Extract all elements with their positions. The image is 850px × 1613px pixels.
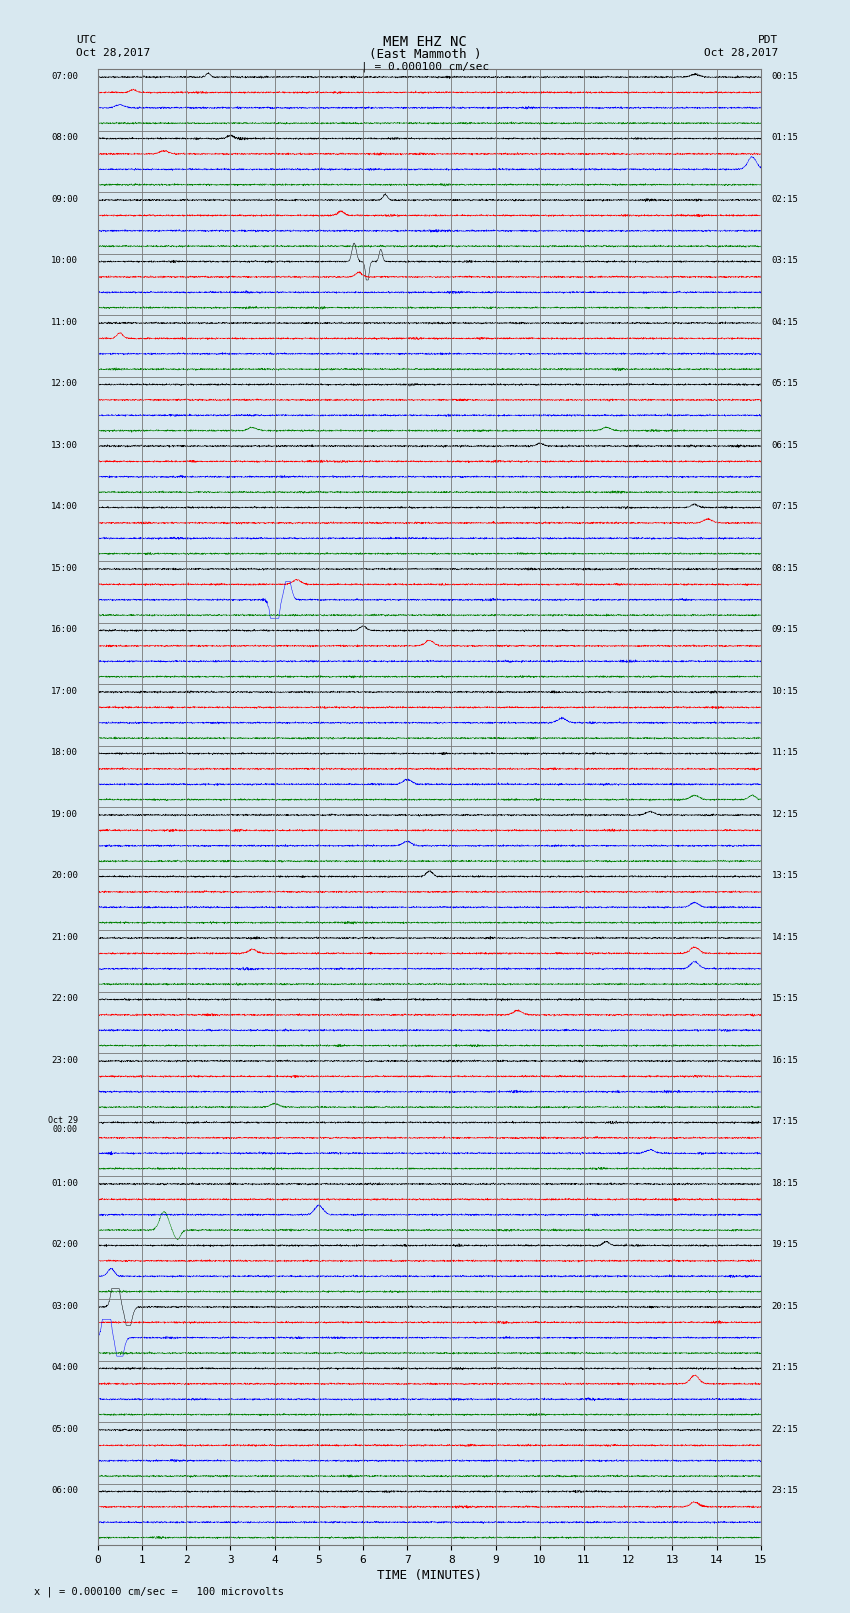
Text: 14:15: 14:15 [772, 932, 799, 942]
Text: 17:15: 17:15 [772, 1118, 799, 1126]
Text: 07:00: 07:00 [51, 71, 78, 81]
Text: 17:00: 17:00 [51, 687, 78, 695]
Text: 00:00: 00:00 [53, 1124, 78, 1134]
Text: Oct 29: Oct 29 [48, 1116, 78, 1124]
Text: 22:00: 22:00 [51, 994, 78, 1003]
Text: 05:15: 05:15 [772, 379, 799, 389]
Text: 09:00: 09:00 [51, 195, 78, 203]
Text: | = 0.000100 cm/sec: | = 0.000100 cm/sec [361, 61, 489, 73]
Text: 00:15: 00:15 [772, 71, 799, 81]
Text: 21:00: 21:00 [51, 932, 78, 942]
Text: 04:15: 04:15 [772, 318, 799, 327]
Text: 21:15: 21:15 [772, 1363, 799, 1373]
Text: 11:00: 11:00 [51, 318, 78, 327]
Text: 16:15: 16:15 [772, 1055, 799, 1065]
Text: (East Mammoth ): (East Mammoth ) [369, 48, 481, 61]
Text: UTC: UTC [76, 35, 97, 45]
Text: 15:00: 15:00 [51, 563, 78, 573]
Text: Oct 28,2017: Oct 28,2017 [704, 48, 778, 58]
Text: 12:15: 12:15 [772, 810, 799, 819]
X-axis label: TIME (MINUTES): TIME (MINUTES) [377, 1569, 482, 1582]
Text: 01:00: 01:00 [51, 1179, 78, 1187]
Text: 05:00: 05:00 [51, 1424, 78, 1434]
Text: 07:15: 07:15 [772, 502, 799, 511]
Text: Oct 28,2017: Oct 28,2017 [76, 48, 150, 58]
Text: PDT: PDT [757, 35, 778, 45]
Text: 03:00: 03:00 [51, 1302, 78, 1311]
Text: 20:00: 20:00 [51, 871, 78, 881]
Text: 02:15: 02:15 [772, 195, 799, 203]
Text: 11:15: 11:15 [772, 748, 799, 756]
Text: 08:15: 08:15 [772, 563, 799, 573]
Text: 19:00: 19:00 [51, 810, 78, 819]
Text: MEM EHZ NC: MEM EHZ NC [383, 35, 467, 50]
Text: 14:00: 14:00 [51, 502, 78, 511]
Text: 20:15: 20:15 [772, 1302, 799, 1311]
Text: 22:15: 22:15 [772, 1424, 799, 1434]
Text: 04:00: 04:00 [51, 1363, 78, 1373]
Text: x | = 0.000100 cm/sec =   100 microvolts: x | = 0.000100 cm/sec = 100 microvolts [34, 1586, 284, 1597]
Text: 09:15: 09:15 [772, 626, 799, 634]
Text: 10:00: 10:00 [51, 256, 78, 265]
Text: 03:15: 03:15 [772, 256, 799, 265]
Text: 18:00: 18:00 [51, 748, 78, 756]
Text: 19:15: 19:15 [772, 1240, 799, 1248]
Text: 08:00: 08:00 [51, 134, 78, 142]
Text: 13:15: 13:15 [772, 871, 799, 881]
Text: 13:00: 13:00 [51, 440, 78, 450]
Text: 23:15: 23:15 [772, 1486, 799, 1495]
Text: 16:00: 16:00 [51, 626, 78, 634]
Text: 23:00: 23:00 [51, 1055, 78, 1065]
Text: 02:00: 02:00 [51, 1240, 78, 1248]
Text: 06:00: 06:00 [51, 1486, 78, 1495]
Text: 10:15: 10:15 [772, 687, 799, 695]
Text: 15:15: 15:15 [772, 994, 799, 1003]
Text: 01:15: 01:15 [772, 134, 799, 142]
Text: 12:00: 12:00 [51, 379, 78, 389]
Text: 18:15: 18:15 [772, 1179, 799, 1187]
Text: 06:15: 06:15 [772, 440, 799, 450]
